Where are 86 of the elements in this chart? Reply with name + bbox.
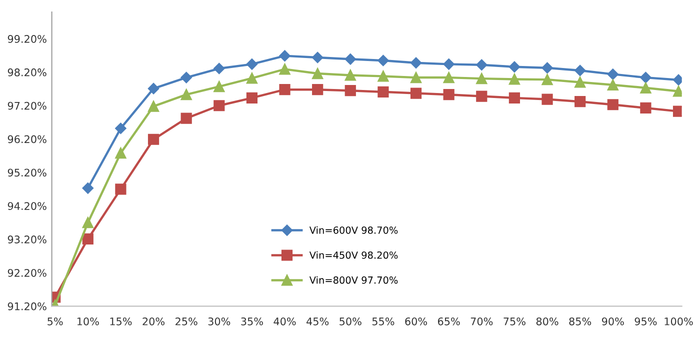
x-tick-label: 30% — [208, 317, 230, 326]
point — [378, 54, 389, 66]
x-tick-label: 40% — [274, 317, 296, 326]
point — [82, 182, 94, 194]
point — [476, 59, 488, 70]
x-tick-label: 55% — [372, 317, 394, 326]
point — [180, 112, 192, 124]
x-tick-label: 10% — [77, 317, 99, 326]
x-tick-label: 25% — [176, 317, 198, 326]
x-tick-label: 35% — [241, 317, 263, 326]
y-tick-label: 99.20% — [8, 35, 46, 43]
point — [640, 102, 652, 114]
point — [542, 94, 553, 105]
point — [312, 84, 324, 96]
point — [214, 100, 225, 112]
x-tick-label: 20% — [142, 317, 165, 326]
point — [344, 85, 356, 96]
point — [180, 72, 192, 84]
x-tick-label: 85% — [569, 317, 592, 326]
x-tick-label: 65% — [438, 317, 460, 326]
point — [312, 68, 324, 80]
point — [378, 86, 389, 98]
point — [214, 62, 225, 74]
x-tick-label: 5% — [48, 317, 63, 326]
x-tick-label: 70% — [470, 317, 493, 326]
point — [344, 54, 356, 65]
y-tick-label: 95.20% — [8, 168, 46, 177]
point — [312, 52, 324, 64]
x-tick-label: 60% — [405, 317, 428, 326]
point — [508, 61, 520, 72]
point — [476, 72, 488, 84]
point — [574, 76, 586, 88]
point — [82, 217, 94, 228]
point — [148, 82, 160, 94]
point — [607, 99, 618, 110]
point — [640, 72, 652, 84]
point — [443, 72, 454, 84]
point — [279, 64, 290, 75]
point — [607, 79, 618, 90]
point — [180, 89, 192, 100]
legend-label: Vin=600V 98.70% — [309, 226, 398, 234]
point — [378, 70, 389, 82]
legend-label: Vin=800V 97.70% — [309, 276, 398, 284]
point — [148, 100, 160, 112]
point — [344, 70, 356, 81]
y-tick-label: 98.20% — [8, 68, 46, 76]
point — [443, 58, 454, 70]
point — [279, 50, 290, 62]
point — [607, 68, 618, 80]
x-tick-label: 50% — [340, 317, 362, 326]
x-tick-label: 90% — [602, 317, 624, 326]
y-tick-label: 93.20% — [8, 236, 46, 244]
point — [410, 88, 422, 99]
point — [115, 122, 126, 134]
x-tick-label: 100% — [664, 317, 693, 326]
y-tick-label: 92.20% — [8, 268, 46, 277]
y-tick-label: 97.20% — [8, 102, 46, 110]
point — [542, 62, 553, 74]
point — [246, 92, 258, 104]
point — [508, 74, 520, 85]
x-tick-label: 75% — [504, 317, 526, 326]
x-tick-label: 95% — [634, 317, 657, 326]
point — [410, 57, 422, 68]
y-tick-label: 96.20% — [8, 135, 46, 144]
point — [410, 72, 422, 84]
point — [640, 82, 652, 94]
point — [246, 58, 258, 70]
point — [574, 96, 586, 108]
point — [115, 184, 126, 195]
point — [115, 148, 126, 159]
y-tick-label: 94.20% — [8, 202, 46, 210]
point — [542, 74, 553, 86]
point — [508, 92, 520, 104]
point — [279, 84, 290, 96]
y-tick-label: 91.20% — [8, 302, 46, 310]
x-tick-label: 45% — [306, 317, 329, 326]
point — [246, 72, 258, 84]
point — [82, 233, 94, 245]
point — [214, 81, 225, 92]
point — [476, 90, 488, 102]
legend-label: Vin=450V 98.20% — [309, 251, 398, 259]
point — [148, 134, 160, 145]
point — [574, 64, 586, 76]
x-tick-label: 15% — [110, 317, 132, 326]
point — [443, 89, 454, 100]
x-tick-label: 80% — [536, 317, 558, 326]
